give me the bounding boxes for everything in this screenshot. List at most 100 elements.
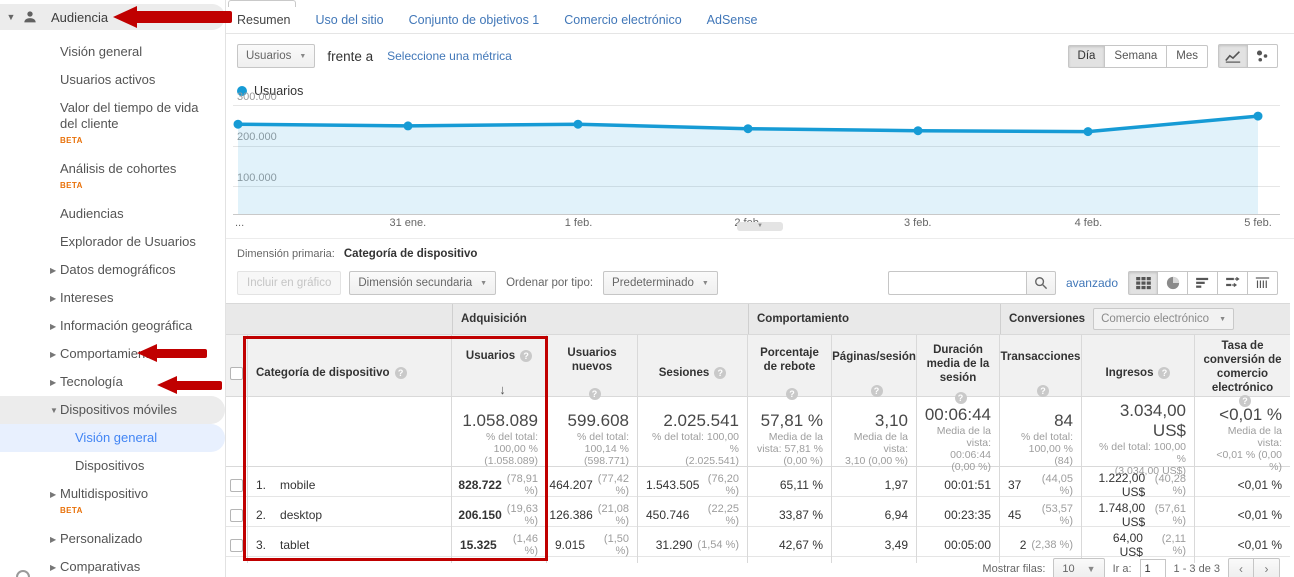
motion-chart-icon xyxy=(1256,50,1268,62)
goto-page-input[interactable] xyxy=(1139,559,1166,577)
view-type-button-group xyxy=(1128,271,1278,295)
column-header-tasa-conversion[interactable]: Tasa de conversión de comercio electróni… xyxy=(1203,340,1282,407)
row-checkbox[interactable] xyxy=(230,538,243,552)
column-header-rebote[interactable]: Porcentaje de rebote? xyxy=(748,335,832,411)
sidebar-item-informacion-geografica[interactable]: ▶ Información geográfica xyxy=(50,318,193,333)
sidebar-item-datos-demograficos[interactable]: ▶ Datos demográficos xyxy=(50,262,176,277)
sidebar-item-comparativas[interactable]: ▶ Comparativas xyxy=(50,559,141,574)
help-icon[interactable]: ? xyxy=(714,367,727,379)
next-page-button[interactable]: › xyxy=(1254,558,1280,577)
tab-uso-del-sitio[interactable]: Uso del sitio xyxy=(315,13,384,27)
column-header-paginas-sesion[interactable]: Páginas/sesión? xyxy=(832,335,917,411)
tab-comercio-electronico[interactable]: Comercio electrónico xyxy=(564,13,682,27)
sidebar-item-usuarios-activos[interactable]: Usuarios activos xyxy=(60,72,156,87)
search-icon xyxy=(1035,277,1048,290)
column-header-sesiones[interactable]: Sesiones? xyxy=(638,335,748,411)
chevron-right-icon: ▶ xyxy=(50,266,57,275)
percentage-view-button[interactable] xyxy=(1158,271,1188,295)
chevron-right-icon: ▶ xyxy=(50,294,57,303)
sidebar-item-analisis-cohortes[interactable]: Análisis de cohortes BETA xyxy=(0,155,225,200)
tab-adsense[interactable]: AdSense xyxy=(706,13,758,27)
sidebar-item-dispositivos[interactable]: Dispositivos xyxy=(75,458,145,473)
sidebar-item-tecnologia[interactable]: ▶ Tecnología xyxy=(50,374,123,389)
search-button[interactable] xyxy=(1025,271,1056,295)
x-axis-tick: 31 ene. xyxy=(389,217,427,229)
row-checkbox[interactable] xyxy=(230,508,243,522)
column-header-transacciones[interactable]: Transacciones? xyxy=(1000,335,1082,411)
show-rows-label: Mostrar filas: xyxy=(982,562,1046,575)
sidebar-item-comportamiento[interactable]: ▶ Comportamiento xyxy=(50,346,157,361)
x-axis-tick: 5 feb. xyxy=(1244,217,1272,229)
help-icon[interactable]: ? xyxy=(954,391,967,404)
granularity-month-button[interactable]: Mes xyxy=(1167,44,1208,68)
select-metric-link[interactable]: Seleccione una métrica xyxy=(387,49,512,63)
chevron-right-icon: ▶ xyxy=(50,563,57,572)
rows-per-page-select[interactable]: 10 ▼ xyxy=(1053,558,1105,577)
tab-resumen[interactable]: Resumen xyxy=(237,13,291,27)
tab-conjunto-objetivos[interactable]: Conjunto de objetivos 1 xyxy=(408,13,540,27)
metric-selector-row: Usuarios ▼ frente a Seleccione una métric… xyxy=(226,42,1294,70)
plot-rows-button[interactable]: Incluir en gráfico xyxy=(237,271,342,295)
help-icon[interactable]: ? xyxy=(1239,395,1251,407)
motion-chart-button[interactable] xyxy=(1248,44,1278,68)
help-icon[interactable]: ? xyxy=(786,388,798,400)
primary-dimension-bar: Dimensión primaria: Categoría de disposi… xyxy=(237,248,477,260)
row-checkbox[interactable] xyxy=(230,478,243,492)
chevron-right-icon: ▶ xyxy=(50,378,57,387)
total-tasa-conversion: <0,01 % Media de la vista: <0,01 % (0,00 %… xyxy=(1216,405,1282,473)
table-search-input[interactable] xyxy=(887,271,1026,295)
total-ingresos: 3.034,00 US$% del total: 100,00 % (3.034,… xyxy=(1082,397,1195,481)
sidebar-item-dispositivos-moviles[interactable]: ▼ Dispositivos móviles xyxy=(0,396,225,424)
sidebar-item-personalizado[interactable]: ▶ Personalizado xyxy=(50,531,143,546)
chevron-down-icon: ▼ xyxy=(701,279,709,287)
chart-legend: Usuarios xyxy=(237,84,303,98)
column-header-duracion[interactable]: Duración media de la sesión? xyxy=(917,335,1000,411)
metric-group-header-row: Adquisición Comportamiento Conversiones … xyxy=(226,303,1290,335)
sidebar-item-intereses[interactable]: ▶ Intereses xyxy=(50,290,114,305)
help-icon[interactable]: ? xyxy=(394,367,407,379)
chevron-down-icon: ▼ xyxy=(480,279,488,287)
granularity-day-button[interactable]: Día xyxy=(1067,44,1106,68)
granularity-button-group: Día Semana Mes xyxy=(1067,44,1208,68)
column-header-ingresos[interactable]: Ingresos? xyxy=(1082,335,1195,411)
pivot-view-button[interactable] xyxy=(1248,271,1278,295)
comparison-view-button[interactable] xyxy=(1218,271,1248,295)
sidebar-section-label: Audiencia xyxy=(51,9,109,25)
granularity-week-button[interactable]: Semana xyxy=(1105,44,1168,68)
gridline xyxy=(233,105,1280,106)
sidebar-item-vision-general[interactable]: Visión general xyxy=(60,44,143,59)
performance-view-button[interactable] xyxy=(1188,271,1218,295)
conversions-type-dropdown[interactable]: Comercio electrónico ▼ xyxy=(1093,308,1235,330)
total-duracion: 00:06:44 Media de la vista: 00:06:44 (0,00… xyxy=(917,397,1000,481)
sidebar-item-vision-general-moviles[interactable]: Visión general xyxy=(0,424,225,452)
help-icon[interactable]: ? xyxy=(870,384,883,397)
report-subtabs: Resumen Uso del sitio Conjunto de objeti… xyxy=(226,7,1294,34)
pie-chart-icon xyxy=(1166,276,1179,290)
sidebar-item-audiencias[interactable]: Audiencias xyxy=(60,206,124,221)
sort-desc-icon[interactable]: ↓ xyxy=(499,382,506,397)
table-row-mobile: 1. mobile 828.722 (78,91 %) 464.207 (77,42 … xyxy=(226,467,1290,503)
advanced-link[interactable]: avanzado xyxy=(1065,276,1118,290)
primary-dimension-value[interactable]: Categoría de dispositivo xyxy=(343,248,478,260)
sidebar-item-explorador-usuarios[interactable]: Explorador de Usuarios xyxy=(60,234,196,249)
users-line-chart xyxy=(233,111,1263,214)
line-chart-button[interactable] xyxy=(1218,44,1248,68)
column-header-categoria[interactable]: Categoría de dispositivo? xyxy=(248,335,452,411)
help-icon[interactable]: ? xyxy=(588,388,601,400)
help-icon[interactable]: ? xyxy=(1037,384,1049,397)
table-view-button[interactable] xyxy=(1128,271,1158,295)
sort-type-dropdown[interactable]: Predeterminado ▼ xyxy=(603,271,718,295)
sidebar-item-valor-tiempo-vida[interactable]: Valor del tiempo de vida del cliente BETA xyxy=(0,94,225,155)
previous-page-button[interactable]: ‹ xyxy=(1228,558,1254,577)
column-header-usuarios-nuevos[interactable]: Usuarios nuevos? xyxy=(547,335,638,411)
help-icon[interactable]: ? xyxy=(1158,367,1171,379)
total-paginas-sesion: 3,10 Media de la vista: 3,10 (0,00 %) xyxy=(832,397,917,481)
help-icon[interactable]: ? xyxy=(520,350,533,362)
select-all-checkbox[interactable] xyxy=(230,366,243,380)
chevron-down-icon[interactable]: ▼ xyxy=(6,12,16,22)
metric-dropdown[interactable]: Usuarios ▼ xyxy=(237,44,316,68)
annotations-drawer-handle[interactable]: ▼ xyxy=(737,222,783,231)
secondary-dimension-dropdown[interactable]: Dimensión secundaria ▼ xyxy=(349,271,497,295)
sidebar-item-multidispositivo[interactable]: ▶ Multidispositivo BETA xyxy=(0,480,225,525)
explorer-tab[interactable] xyxy=(228,0,296,7)
